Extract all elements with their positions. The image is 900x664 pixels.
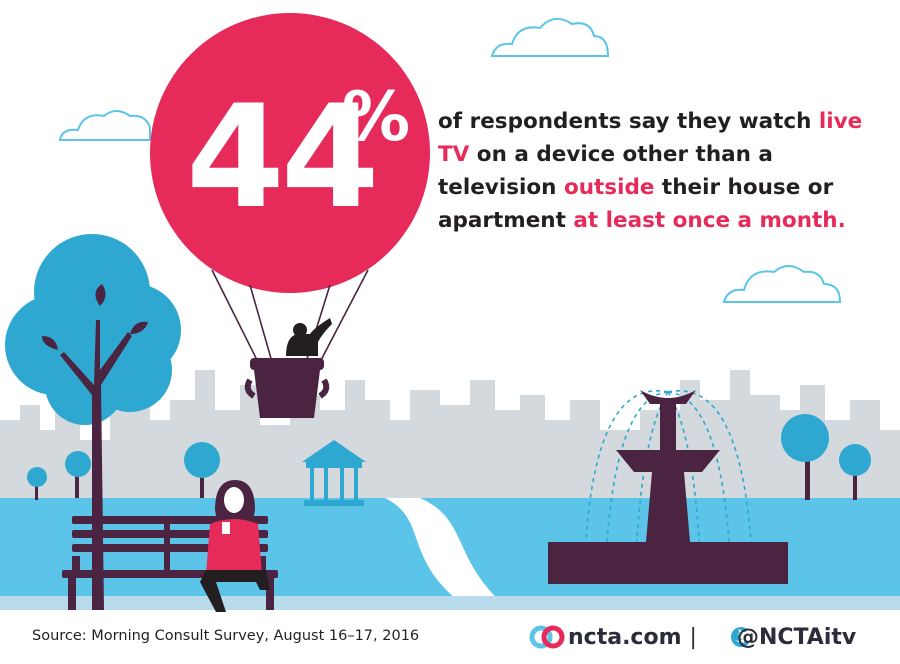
tree-icon bbox=[184, 442, 220, 498]
gazebo bbox=[302, 440, 366, 506]
headline-highlight: live TV bbox=[438, 109, 863, 167]
path bbox=[385, 498, 510, 610]
twitter-bird-icon bbox=[731, 627, 756, 647]
cloud-icon bbox=[490, 17, 610, 57]
stat-percent-sign: % bbox=[342, 78, 411, 157]
source-citation: Source: Morning Consult Survey, August 1… bbox=[32, 628, 420, 644]
sidewalk bbox=[0, 596, 900, 610]
ncta-logo-icon bbox=[529, 625, 565, 649]
headline: of respondents say they watch live TV on… bbox=[438, 105, 888, 237]
headline-text: their house or apartment bbox=[438, 175, 834, 233]
headline-highlight: outside bbox=[563, 175, 655, 200]
brand-bar: ncta.com | @NCTAitv bbox=[520, 620, 856, 654]
tree-icon bbox=[839, 444, 871, 500]
twitter-handle[interactable]: @NCTAitv bbox=[736, 624, 857, 650]
hot-air-balloon bbox=[150, 13, 430, 418]
fountain bbox=[548, 390, 788, 584]
headline-text: on a device other than a television bbox=[438, 142, 773, 200]
cloud-icon bbox=[58, 110, 151, 141]
large-tree bbox=[5, 234, 181, 610]
site-link[interactable]: ncta.com bbox=[568, 624, 682, 650]
stat-number: 44 bbox=[186, 75, 380, 240]
tree-icon bbox=[781, 414, 829, 500]
tree-icon bbox=[65, 451, 91, 498]
cloud-icon bbox=[722, 265, 842, 303]
woman-with-phone bbox=[200, 480, 270, 612]
headline-text: of respondents say they watch bbox=[438, 109, 819, 134]
separator: | bbox=[689, 624, 697, 650]
headline-highlight: at least once a month. bbox=[573, 208, 846, 233]
tree-icon bbox=[27, 467, 47, 500]
